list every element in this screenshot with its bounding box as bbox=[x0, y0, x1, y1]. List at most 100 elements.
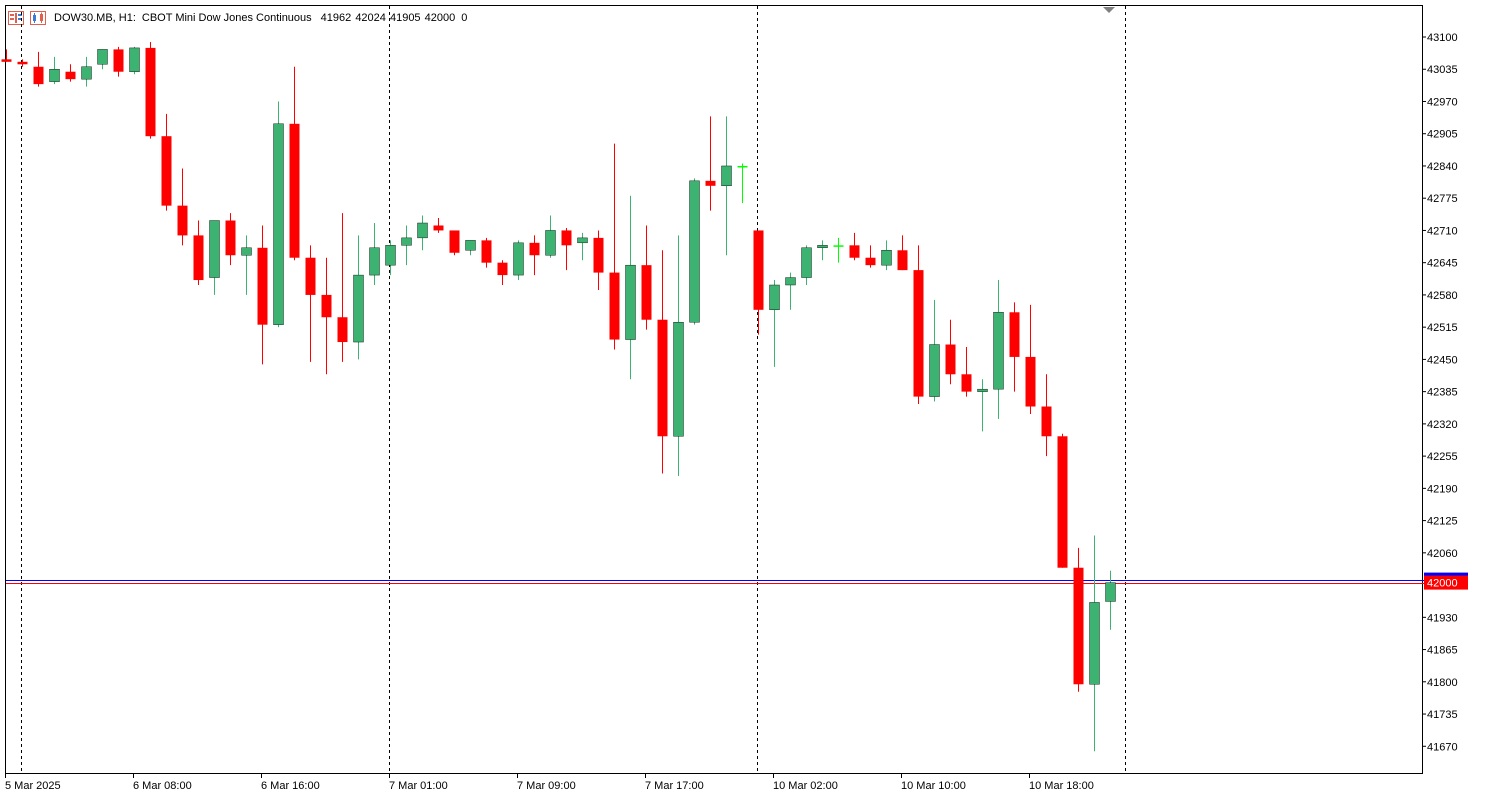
candle[interactable] bbox=[673, 235, 684, 476]
candle-body bbox=[657, 319, 668, 437]
candle[interactable] bbox=[161, 113, 172, 211]
candle[interactable] bbox=[657, 250, 668, 474]
candle-body bbox=[897, 250, 908, 271]
y-tick-label: 43035 bbox=[1427, 64, 1458, 76]
candle[interactable] bbox=[545, 215, 556, 258]
candle[interactable] bbox=[705, 116, 716, 211]
candle[interactable] bbox=[289, 66, 300, 261]
candle[interactable] bbox=[913, 245, 924, 405]
candle[interactable] bbox=[241, 235, 252, 295]
candle[interactable] bbox=[17, 59, 28, 67]
x-tick-label: 10 Mar 10:00 bbox=[901, 780, 966, 792]
candle[interactable] bbox=[593, 230, 604, 290]
candle-body bbox=[449, 230, 460, 253]
candle[interactable] bbox=[849, 232, 860, 261]
candle[interactable] bbox=[769, 280, 780, 367]
candle[interactable] bbox=[257, 225, 268, 365]
candle[interactable] bbox=[1041, 374, 1052, 457]
plot-border bbox=[5, 5, 1423, 774]
candle[interactable] bbox=[129, 46, 140, 75]
candle[interactable] bbox=[1105, 570, 1116, 630]
candle[interactable] bbox=[785, 272, 796, 310]
candle[interactable] bbox=[929, 299, 940, 402]
candle[interactable] bbox=[401, 225, 412, 266]
candle[interactable] bbox=[1073, 547, 1084, 692]
candle-body bbox=[1009, 312, 1020, 357]
candle[interactable] bbox=[897, 235, 908, 271]
candle[interactable] bbox=[1057, 433, 1068, 568]
y-tick-label: 42190 bbox=[1427, 483, 1458, 495]
candle[interactable] bbox=[513, 240, 524, 281]
candle-body bbox=[481, 240, 492, 263]
candle[interactable] bbox=[977, 379, 988, 432]
candle[interactable] bbox=[481, 237, 492, 268]
y-tick-label: 42970 bbox=[1427, 96, 1458, 108]
candle[interactable] bbox=[641, 225, 652, 330]
candle[interactable] bbox=[833, 237, 844, 263]
candle-body bbox=[177, 205, 188, 236]
candle[interactable] bbox=[49, 56, 60, 85]
candle[interactable] bbox=[1025, 304, 1036, 414]
y-tick-label: 42840 bbox=[1427, 161, 1458, 173]
candle[interactable] bbox=[721, 116, 732, 256]
candle[interactable] bbox=[385, 240, 396, 276]
candle-body bbox=[945, 344, 956, 375]
candle[interactable] bbox=[865, 245, 876, 268]
candle-body bbox=[1073, 567, 1084, 685]
x-tick-label: 5 Mar 2025 bbox=[5, 780, 61, 792]
candle[interactable] bbox=[65, 64, 76, 82]
one-click-trading-icon[interactable] bbox=[8, 11, 24, 25]
candle[interactable] bbox=[273, 101, 284, 328]
candle[interactable] bbox=[689, 178, 700, 325]
candle[interactable] bbox=[497, 260, 508, 285]
candle[interactable] bbox=[433, 218, 444, 233]
candle[interactable] bbox=[33, 51, 44, 87]
candle[interactable] bbox=[625, 195, 636, 380]
candle-body bbox=[353, 274, 364, 343]
candle[interactable] bbox=[145, 41, 156, 139]
candle-body bbox=[97, 49, 108, 65]
x-tick-label: 6 Mar 08:00 bbox=[133, 780, 192, 792]
candle[interactable] bbox=[369, 223, 380, 285]
candle[interactable] bbox=[529, 235, 540, 276]
shift-marker-icon[interactable] bbox=[1103, 7, 1115, 13]
candle[interactable] bbox=[801, 245, 812, 285]
x-tick-label: 7 Mar 09:00 bbox=[517, 780, 576, 792]
candle[interactable] bbox=[305, 245, 316, 362]
candle[interactable] bbox=[177, 168, 188, 246]
candle[interactable] bbox=[417, 215, 428, 251]
candle[interactable] bbox=[321, 257, 332, 375]
y-tick-label: 41735 bbox=[1427, 709, 1458, 721]
candle[interactable] bbox=[577, 232, 588, 261]
candle[interactable] bbox=[353, 235, 364, 360]
candle[interactable] bbox=[945, 319, 956, 385]
candle-body bbox=[529, 242, 540, 256]
instrument-description: CBOT Mini Dow Jones Continuous bbox=[141, 12, 312, 24]
candle[interactable] bbox=[753, 230, 764, 335]
candle[interactable] bbox=[1, 49, 12, 62]
candle[interactable] bbox=[881, 240, 892, 271]
candle[interactable] bbox=[1009, 302, 1020, 392]
candle[interactable] bbox=[337, 213, 348, 362]
candle[interactable] bbox=[561, 227, 572, 271]
y-tick-label: 42515 bbox=[1427, 322, 1458, 334]
candle[interactable] bbox=[993, 280, 1004, 419]
chart-icon[interactable] bbox=[30, 11, 46, 25]
x-tick-label: 7 Mar 01:00 bbox=[389, 780, 448, 792]
candle[interactable] bbox=[193, 220, 204, 285]
candle[interactable] bbox=[97, 49, 108, 70]
candle[interactable] bbox=[737, 163, 748, 204]
candle[interactable] bbox=[81, 56, 92, 87]
candle[interactable] bbox=[609, 143, 620, 350]
candle[interactable] bbox=[961, 347, 972, 397]
symbol-timeframe: DOW30.MB, H1: bbox=[54, 12, 136, 24]
candle[interactable] bbox=[113, 46, 124, 77]
candle[interactable] bbox=[449, 230, 460, 256]
candle[interactable] bbox=[817, 240, 828, 261]
candle[interactable] bbox=[225, 213, 236, 266]
y-tick-label: 42450 bbox=[1427, 354, 1458, 366]
candle[interactable] bbox=[465, 240, 476, 256]
candle[interactable] bbox=[209, 220, 220, 295]
candle[interactable] bbox=[1089, 535, 1100, 752]
